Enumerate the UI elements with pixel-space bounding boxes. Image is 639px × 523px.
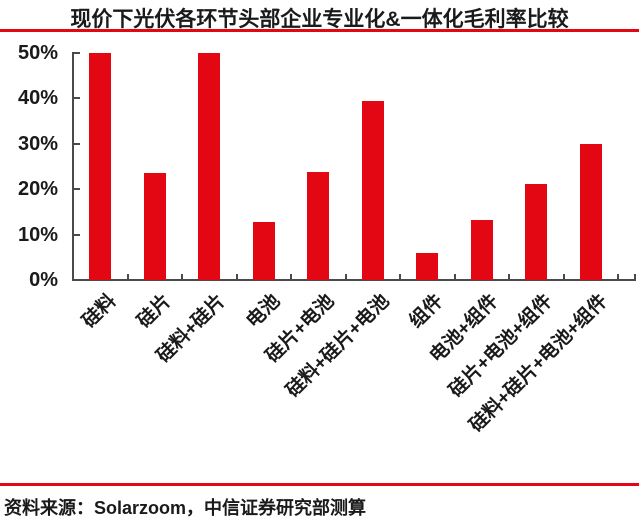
y-axis-tick xyxy=(72,233,80,236)
y-axis-tick xyxy=(72,52,80,54)
y-axis-tick xyxy=(72,142,80,145)
bar-硅料+硅片+电池+组件 xyxy=(580,144,602,280)
x-axis-line xyxy=(72,279,636,281)
x-axis-tick xyxy=(563,274,565,280)
x-axis-tick xyxy=(399,274,401,280)
bar-硅料+硅片+电池 xyxy=(362,101,384,280)
bar-硅片+电池 xyxy=(307,172,329,280)
x-axis-tick xyxy=(181,274,183,280)
bar-硅片 xyxy=(144,173,166,280)
x-axis-label-text: 硅片 xyxy=(133,290,176,333)
bar-组件 xyxy=(416,253,438,280)
bar-电池 xyxy=(253,222,275,280)
y-axis-tick-label: 40% xyxy=(17,87,58,110)
y-axis-tick-label: 0% xyxy=(29,269,58,291)
y-axis-tick xyxy=(72,97,80,100)
chart-title: 现价下光伏各环节头部企业专业化&一体化毛利率比较 xyxy=(70,8,569,31)
x-axis-label-text: 组件 xyxy=(405,290,448,333)
bar-硅料+硅片 xyxy=(198,53,220,280)
y-axis-tick-label: 10% xyxy=(17,223,58,246)
x-axis-tick xyxy=(345,274,347,280)
footer-rule xyxy=(0,483,639,486)
source-note: 资料来源：Solarzoom，中信证券研究部测算 xyxy=(4,498,367,518)
bar-硅料 xyxy=(89,53,111,280)
x-axis-label-text: 电池 xyxy=(242,290,285,333)
y-axis-tick xyxy=(72,188,80,191)
title-rule xyxy=(0,29,639,32)
x-axis-label-text: 硅料 xyxy=(78,290,121,333)
bar-硅片+电池+组件 xyxy=(525,184,547,280)
x-axis-tick xyxy=(617,274,619,280)
x-axis-tick xyxy=(454,274,456,280)
x-axis-tick xyxy=(508,274,510,280)
y-axis-tick-label: 50% xyxy=(17,42,58,64)
y-axis-line xyxy=(72,52,74,281)
x-axis-tick xyxy=(290,274,292,280)
bar-电池+组件 xyxy=(471,220,493,280)
x-axis-tick xyxy=(127,274,129,280)
x-axis-tick xyxy=(236,274,238,280)
x-axis-tick xyxy=(634,274,636,280)
y-axis-tick-label: 30% xyxy=(17,132,58,155)
y-axis-tick-label: 20% xyxy=(17,178,58,201)
